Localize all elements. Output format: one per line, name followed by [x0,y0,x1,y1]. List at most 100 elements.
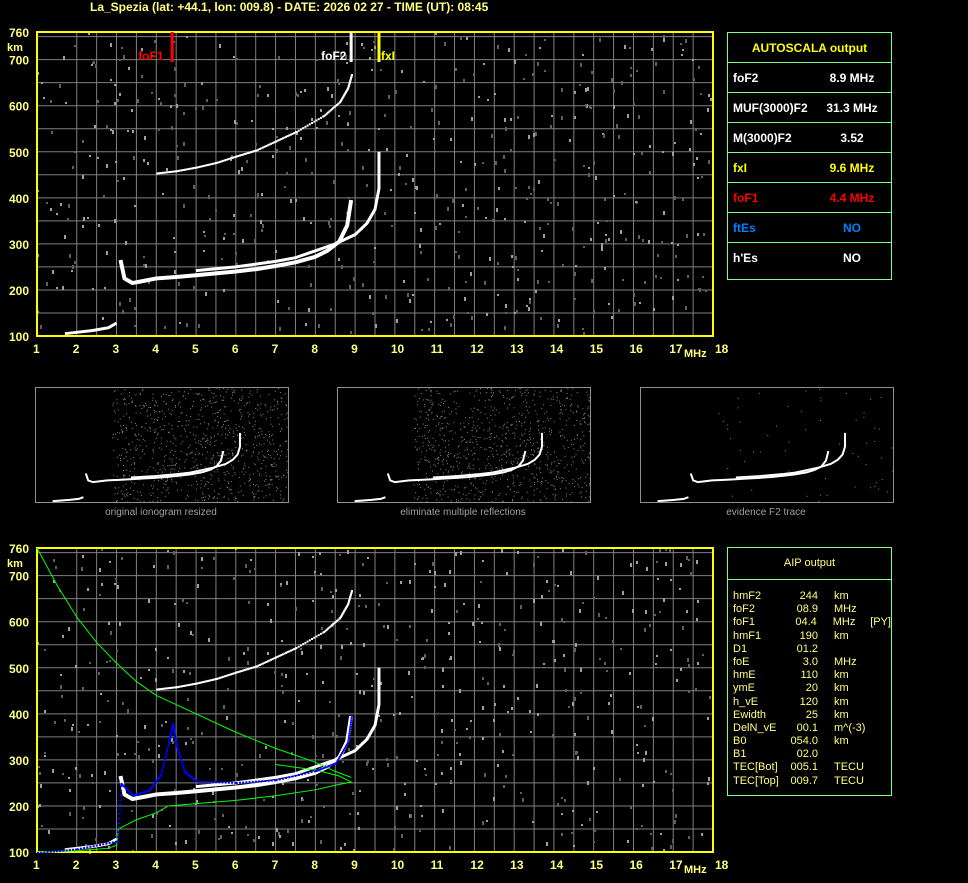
noise-dot [350,642,352,645]
noise-dot [482,493,484,495]
trace-second-hop [281,653,284,656]
thumbnail-original [35,387,289,503]
noise-dot [546,465,548,467]
noise-dot [146,404,148,406]
noise-dot [233,214,235,217]
noise-dot [440,468,442,470]
noise-dot [459,452,461,454]
noise-dot [280,584,282,587]
noise-dot [622,279,624,281]
noise-dot [179,421,181,423]
noise-dot [562,477,564,479]
noise-dot [457,456,459,458]
noise-dot [276,486,278,488]
noise-dot [688,559,690,561]
trace-second-hop [295,647,298,650]
noise-dot [539,432,541,434]
noise-dot [543,431,545,433]
noise-dot [247,415,249,417]
noise-dot [517,278,519,281]
noise-dot [200,423,202,425]
noise-dot [262,224,264,228]
noise-dot [547,468,549,470]
noise-dot [162,418,164,420]
noise-dot [505,455,507,457]
noise-dot [554,489,556,491]
noise-dot [187,484,189,486]
trace-second-hop [227,674,230,677]
noise-dot [222,814,224,816]
noise-dot [568,417,570,419]
marker-foF1 [170,32,174,62]
noise-dot [513,432,515,434]
noise-dot [447,496,449,498]
noise-dot [574,733,576,736]
synthetic-trace [140,792,143,795]
noise-dot [205,406,207,408]
synthetic-trace [169,737,172,740]
noise-dot [564,456,566,458]
trace-second-hop [255,665,258,668]
noise-dot [136,449,138,451]
noise-dot [515,187,517,189]
noise-dot [492,392,494,394]
noise-dot [436,194,438,198]
noise-dot [367,760,369,763]
noise-dot [218,838,220,840]
noise-dot [444,446,446,448]
trace-second-hop [265,661,268,664]
noise-dot [212,427,214,429]
trace-second-hop [223,675,226,678]
noise-dot [465,441,467,443]
noise-dot [466,728,468,730]
noise-dot [209,444,211,446]
noise-dot [522,435,524,437]
noise-dot [197,500,199,502]
noise-dot [575,468,577,470]
noise-dot [380,69,382,71]
noise-dot [504,454,506,456]
noise-dot [430,391,432,393]
noise-dot [496,454,498,456]
noise-dot [572,461,574,463]
noise-dot [224,433,226,435]
noise-dot [41,82,43,84]
noise-dot [453,391,455,393]
thumbnail-caption: evidence F2 trace [726,507,806,518]
noise-dot [445,417,447,419]
noise-dot [272,434,274,436]
noise-dot [541,408,543,410]
noise-dot [215,209,217,212]
noise-dot [208,494,210,496]
noise-dot [543,445,545,447]
trace-second-hop [328,626,331,629]
noise-dot [484,413,486,415]
noise-dot [238,491,240,493]
trace-second-hop [349,80,352,83]
noise-dot [110,43,112,47]
noise-dot [249,392,251,394]
noise-dot [571,492,573,494]
noise-dot [707,717,709,720]
noise-dot [644,628,646,632]
noise-dot [457,446,459,448]
noise-dot [539,467,541,469]
noise-dot [153,410,155,412]
noise-dot [427,414,429,416]
noise-dot [175,457,177,459]
noise-dot [417,461,419,463]
noise-dot [527,466,529,468]
noise-dot [479,388,481,390]
aip-row: hmF2 244 km [728,590,891,603]
noise-dot [168,395,170,397]
noise-dot [164,456,166,458]
noise-dot [521,415,523,417]
noise-dot [240,412,242,414]
noise-dot [340,656,342,660]
synthetic-trace [254,780,257,783]
noise-dot [140,677,142,679]
noise-dot [870,487,872,489]
noise-dot [424,768,426,770]
noise-dot [177,470,179,472]
noise-dot [226,434,228,436]
